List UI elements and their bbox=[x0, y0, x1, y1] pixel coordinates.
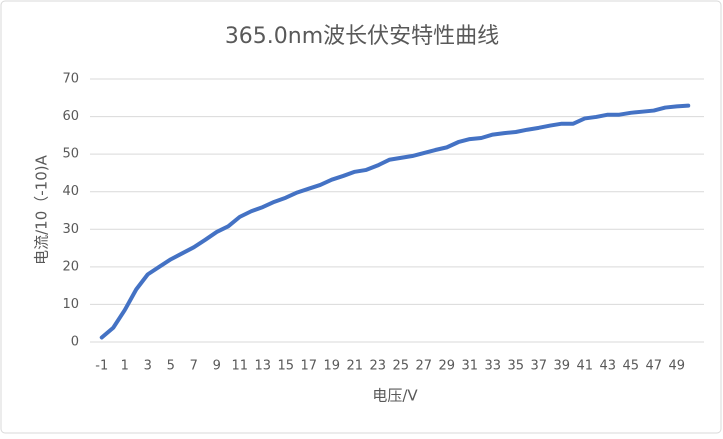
y-tick-label: 0 bbox=[71, 335, 79, 350]
y-tick-label: 20 bbox=[62, 259, 79, 274]
y-tick-label: 70 bbox=[62, 72, 79, 87]
y-tick-label: 60 bbox=[62, 109, 79, 124]
x-tick-label: 25 bbox=[392, 359, 409, 374]
x-tick-label: 29 bbox=[438, 359, 455, 374]
x-tick-label: 1 bbox=[121, 359, 129, 374]
x-tick-label: 49 bbox=[668, 359, 685, 374]
x-tick-label: 13 bbox=[254, 359, 271, 374]
x-axis-label: 电压/V bbox=[372, 387, 418, 405]
x-tick-label: 43 bbox=[599, 359, 616, 374]
x-tick-label: 7 bbox=[190, 359, 198, 374]
x-tick-label: 3 bbox=[144, 359, 152, 374]
x-tick-label: -1 bbox=[95, 359, 108, 374]
y-tick-label: 10 bbox=[62, 297, 79, 312]
x-tick-label: 39 bbox=[553, 359, 570, 374]
data-line bbox=[99, 103, 691, 340]
x-tick-label: 11 bbox=[231, 359, 248, 374]
y-tick-label: 40 bbox=[62, 184, 79, 199]
x-tick-label: 31 bbox=[461, 359, 478, 374]
x-tick-label: 45 bbox=[622, 359, 639, 374]
x-tick-label: 23 bbox=[369, 359, 386, 374]
x-tick-label: 37 bbox=[530, 359, 547, 374]
x-tick-label: 27 bbox=[415, 359, 432, 374]
y-tick-label: 30 bbox=[62, 222, 79, 237]
y-tick-label: 50 bbox=[62, 147, 79, 162]
x-tick-label: 9 bbox=[213, 359, 221, 374]
x-tick-label: 17 bbox=[300, 359, 317, 374]
chart-title: 365.0nm波长伏安特性曲线 bbox=[225, 24, 499, 49]
x-tick-label: 35 bbox=[507, 359, 524, 374]
x-tick-label: 15 bbox=[277, 359, 294, 374]
x-tick-label: 33 bbox=[484, 359, 501, 374]
y-axis-label: 电流/10（-10)A bbox=[33, 154, 51, 264]
x-tick-label: 19 bbox=[323, 359, 340, 374]
x-tick-label: 41 bbox=[576, 359, 593, 374]
x-tick-label: 21 bbox=[346, 359, 363, 374]
x-tick-label: 5 bbox=[167, 359, 175, 374]
x-tick-label: 47 bbox=[645, 359, 662, 374]
